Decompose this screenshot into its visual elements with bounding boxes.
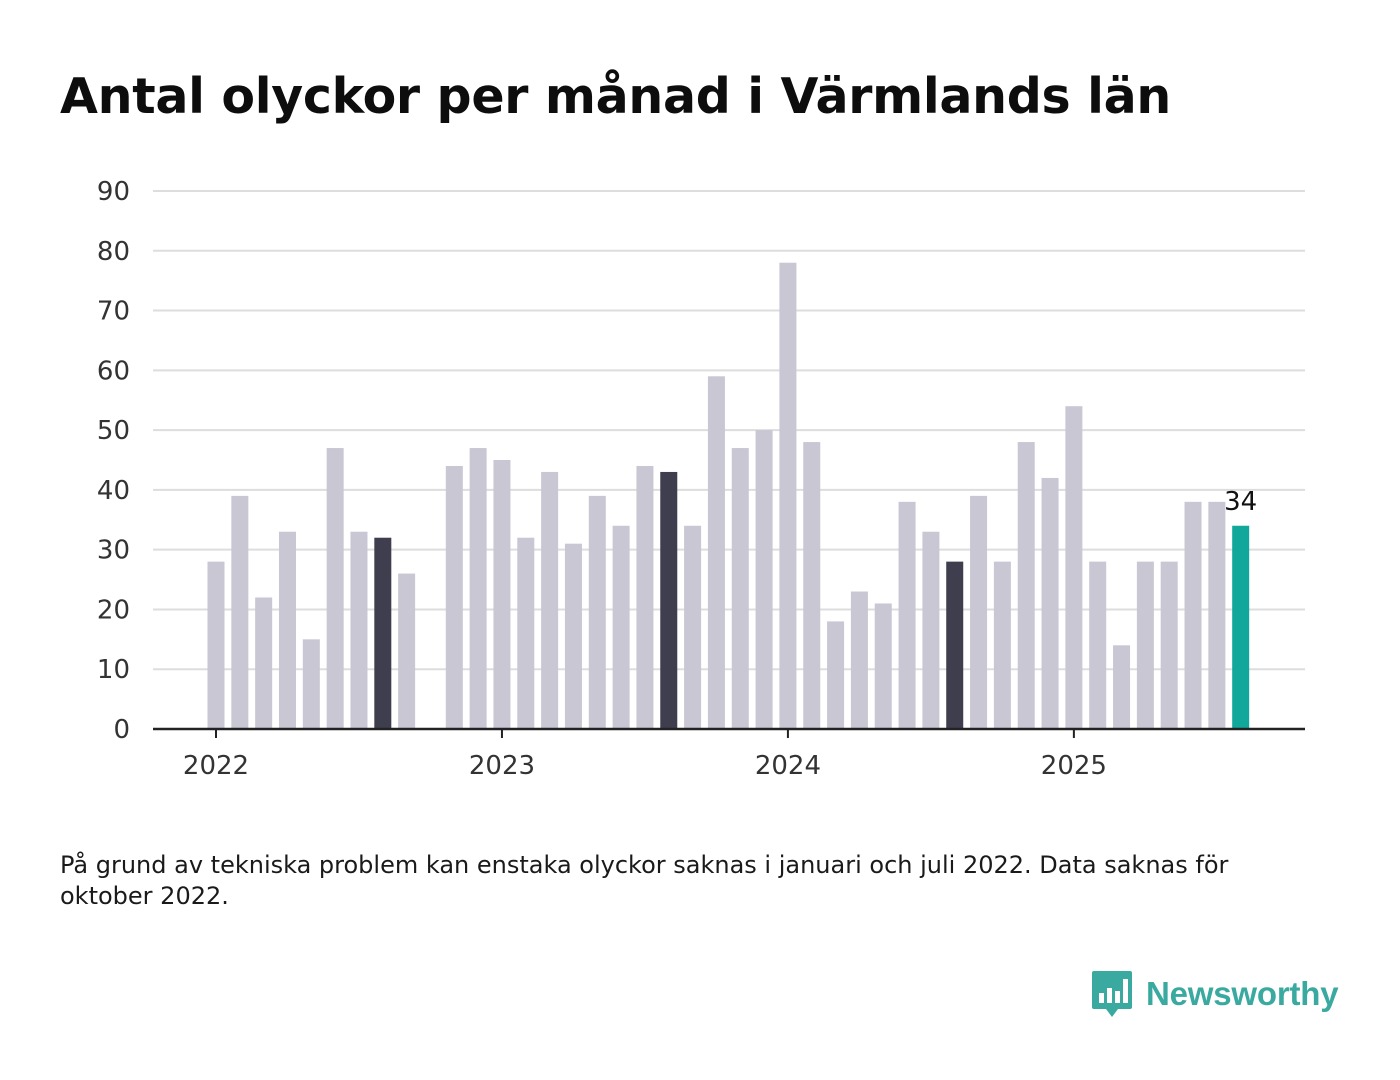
y-tick-label: 30 [97, 536, 130, 566]
bar [1041, 477, 1059, 729]
bar [1184, 501, 1202, 729]
bar [1017, 442, 1035, 729]
x-tick-label: 2025 [1041, 751, 1107, 781]
bar [1089, 561, 1107, 729]
bar [707, 376, 725, 729]
bar [1232, 525, 1250, 729]
bar [1208, 501, 1226, 729]
bar [255, 597, 273, 729]
bar [231, 495, 249, 729]
bar [398, 573, 416, 729]
bar [922, 531, 940, 729]
x-tick-label: 2024 [755, 751, 821, 781]
bar [993, 561, 1011, 729]
x-axis-ticks: 2022 2023 2024 2025 [183, 729, 1107, 781]
x-tick-label: 2023 [469, 751, 535, 781]
logo-text: Newsworthy [1146, 975, 1339, 1012]
bar [946, 561, 964, 729]
bar [541, 471, 559, 729]
bar [803, 442, 821, 729]
y-tick-label: 80 [97, 237, 130, 267]
x-tick-label: 2022 [183, 751, 249, 781]
bar [1160, 561, 1178, 729]
data-labels: 34 [1224, 487, 1257, 517]
y-tick-label: 0 [113, 715, 130, 745]
bar [827, 621, 845, 729]
bar [731, 448, 749, 729]
bar [636, 465, 654, 729]
chart-title: Antal olyckor per månad i Värmlands län [60, 68, 1171, 125]
bar-chart-speech-bubble-icon [1092, 971, 1132, 1017]
gridlines [153, 190, 1305, 671]
bar [874, 603, 892, 729]
y-tick-label: 40 [97, 476, 130, 506]
latest-value-label: 34 [1224, 487, 1257, 517]
bar [278, 531, 296, 729]
bar [1113, 645, 1131, 729]
bar-chart: 0 10 20 30 40 50 60 70 80 90 2022 2023 2024 2025 34 [97, 177, 1305, 781]
bars [207, 262, 1250, 729]
bar [1065, 406, 1083, 729]
bar [469, 448, 487, 729]
bar [779, 262, 797, 729]
y-tick-label: 50 [97, 416, 130, 446]
y-tick-label: 90 [97, 177, 130, 207]
bar [517, 537, 535, 729]
newsworthy-logo: Newsworthy [1090, 968, 1339, 1020]
bar [755, 430, 773, 729]
footnote: På grund av tekniska problem kan enstaka… [60, 851, 1229, 910]
bar [564, 543, 582, 729]
bar [493, 460, 511, 729]
bar [660, 471, 678, 729]
bar [445, 465, 463, 729]
bar [350, 531, 368, 729]
bar [374, 537, 392, 729]
bar [326, 448, 344, 729]
y-tick-label: 20 [97, 595, 130, 625]
y-tick-label: 60 [97, 356, 130, 386]
bar [898, 501, 916, 729]
bar [612, 525, 630, 729]
bar [207, 561, 225, 729]
bar [970, 495, 988, 729]
bar [850, 591, 868, 729]
bar [588, 495, 606, 729]
y-axis-tick-labels: 0 10 20 30 40 50 60 70 80 90 [97, 177, 130, 745]
bar [1136, 561, 1154, 729]
y-tick-label: 10 [97, 655, 130, 685]
bar [302, 639, 320, 729]
y-tick-label: 70 [97, 297, 130, 327]
bar [684, 525, 702, 729]
